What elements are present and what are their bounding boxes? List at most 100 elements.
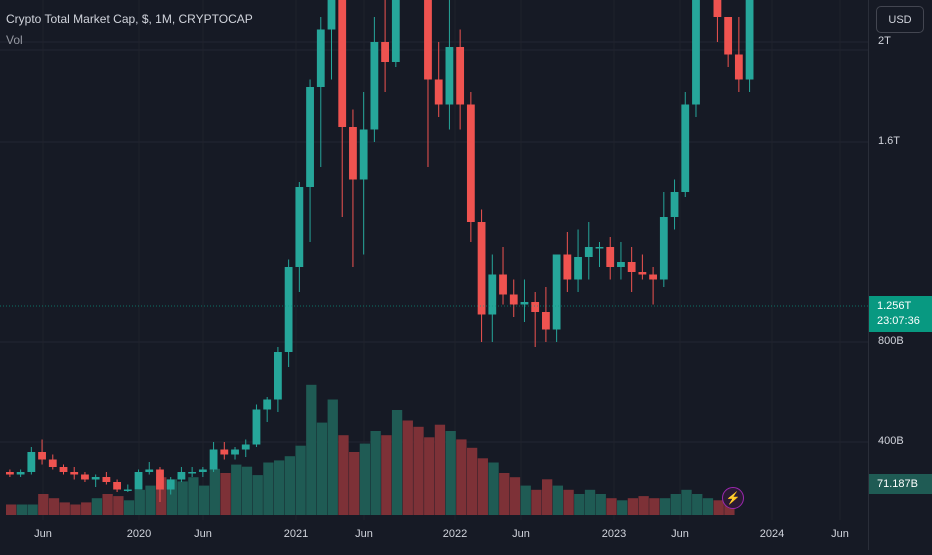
candle-body[interactable] [306,87,314,187]
candle-body[interactable] [220,449,229,455]
volume-bar [241,466,253,515]
candle-body[interactable] [681,104,690,193]
candle-body[interactable] [574,257,582,280]
candlestick-chart[interactable] [0,0,868,550]
candle-body[interactable] [359,129,368,180]
candle-body[interactable] [381,42,389,62]
candle-body[interactable] [349,127,357,180]
volume-bar [70,504,81,515]
candle-body[interactable] [274,352,282,400]
candle-body[interactable] [113,482,121,490]
candle-body[interactable] [241,444,250,450]
volume-bar [627,498,639,515]
x-tick-label: 2020 [126,528,152,540]
candle-body[interactable] [542,312,550,330]
candle-body[interactable] [713,0,722,17]
candle-body[interactable] [638,272,647,275]
candle-body[interactable] [606,247,615,267]
price-axis[interactable] [868,0,932,550]
candle-body[interactable] [627,262,636,272]
volume-bar [145,485,156,515]
candle-body[interactable] [692,0,700,105]
candle-body[interactable] [252,409,261,445]
volume-bar [220,473,231,515]
volume-bar [670,494,681,515]
candle-body[interactable] [595,247,604,249]
candle-body[interactable] [734,54,743,80]
candle-body[interactable] [670,192,679,217]
candle-body[interactable] [520,302,529,305]
lightning-icon[interactable]: ⚡ [722,487,744,509]
volume-bar [359,443,371,515]
candle-body[interactable] [659,217,668,280]
candle-body[interactable] [499,274,507,295]
candle-body[interactable] [188,472,197,474]
volume-bar [713,500,724,515]
volume-bar [274,460,285,515]
candle-body[interactable] [295,187,304,267]
candle-body[interactable] [91,477,100,480]
candle-body[interactable] [477,222,486,315]
candle-body[interactable] [327,0,336,30]
candle-body[interactable] [563,254,572,280]
candle-body[interactable] [70,472,79,475]
candle-body[interactable] [263,399,272,410]
candle-body[interactable] [156,469,164,490]
candle-body[interactable] [338,0,347,127]
volume-bar [488,462,499,515]
volume-bar [659,498,671,515]
candle-body[interactable] [531,302,540,312]
candle-body[interactable] [456,47,465,105]
candle-body[interactable] [724,17,733,55]
candle-body[interactable] [16,472,25,475]
candle-body[interactable] [552,254,561,330]
candle-body[interactable] [145,469,154,473]
volume-bar [327,399,338,515]
x-tick-label: 2024 [759,528,785,540]
candle-body[interactable] [584,247,593,257]
chart-plot-area[interactable] [0,0,868,550]
candle-body[interactable] [391,0,400,62]
volume-bar [692,494,703,515]
volume-bar [48,498,60,515]
candle-body[interactable] [649,274,657,280]
candle-body[interactable] [166,479,175,490]
candle-body[interactable] [134,472,143,490]
candle-body[interactable] [59,467,68,472]
volume-bar [649,498,660,515]
candle-body[interactable] [424,0,432,80]
candle-body[interactable] [102,477,111,482]
volume-bar [456,439,467,515]
candle-body[interactable] [231,449,239,455]
y-tick-label: 800B [878,335,904,347]
candle-body[interactable] [6,472,14,475]
volume-bar [466,447,478,515]
volume-bar [338,435,349,515]
volume-bar [563,489,574,515]
x-tick-label: 2022 [442,528,468,540]
candle-body[interactable] [434,79,443,105]
candle-body[interactable] [316,29,325,88]
candle-body[interactable] [198,469,207,473]
volume-bar [413,426,424,515]
candle-body[interactable] [48,459,57,468]
candle-body[interactable] [370,42,379,130]
volume-bar [477,458,488,515]
candle-body[interactable] [445,47,454,105]
candle-body[interactable] [466,104,475,223]
candle-body[interactable] [284,267,293,352]
candle-body[interactable] [509,294,518,305]
candle-body[interactable] [81,474,89,480]
candle-body[interactable] [488,274,497,315]
volume-bar [434,424,446,515]
candle-body[interactable] [745,0,754,80]
candle-body[interactable] [177,472,186,480]
volume-bar [702,498,714,515]
volume-bar [617,500,628,515]
candle-body[interactable] [617,262,625,267]
candle-body[interactable] [27,452,36,472]
candle-body[interactable] [209,449,218,470]
currency-button[interactable]: USD [876,6,924,33]
candle-body[interactable] [38,452,46,460]
candle-body[interactable] [123,489,132,492]
